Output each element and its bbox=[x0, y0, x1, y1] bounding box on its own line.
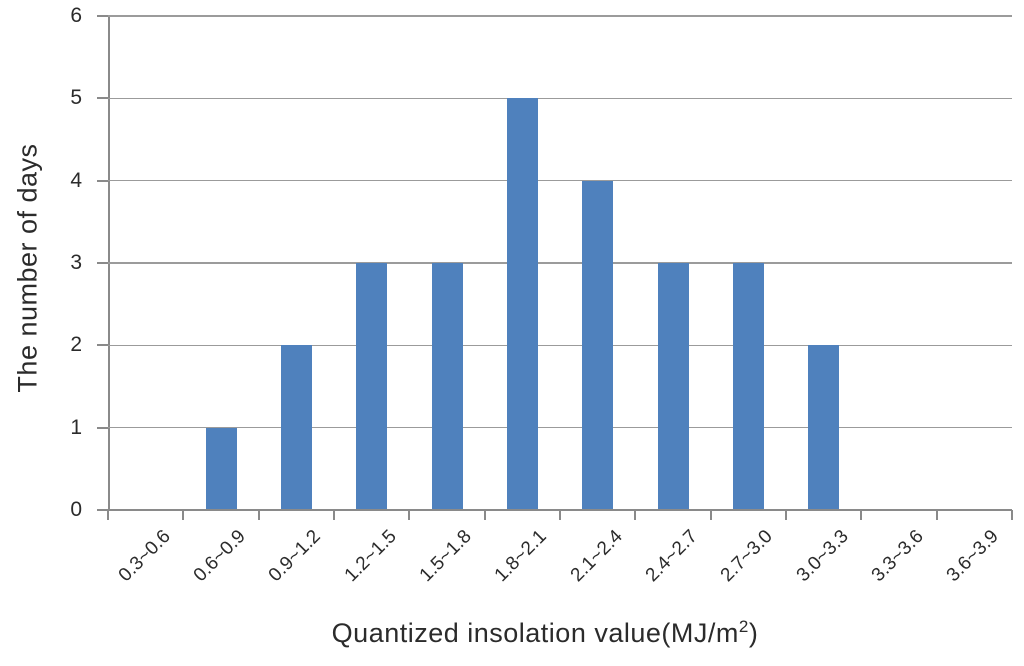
x-axis-tick bbox=[785, 510, 787, 520]
x-axis-tick bbox=[860, 510, 863, 520]
bar bbox=[356, 263, 388, 510]
bar bbox=[732, 263, 764, 510]
x-axis-title-superscript: 2 bbox=[738, 617, 749, 636]
x-axis-tick bbox=[483, 510, 486, 520]
y-axis-tick bbox=[97, 509, 108, 511]
y-tick-label: 2 bbox=[70, 333, 82, 357]
x-tick-label: 1.5~1.8 bbox=[415, 526, 476, 587]
x-axis-tick bbox=[107, 510, 109, 520]
y-tick-label: 0 bbox=[70, 498, 82, 521]
x-axis-title-text: Quantized insolation value(MJ/m bbox=[331, 618, 739, 648]
gridline bbox=[108, 97, 1012, 100]
x-axis-tick bbox=[935, 510, 938, 520]
x-tick-label: 0.3~0.6 bbox=[114, 526, 175, 587]
gridline bbox=[108, 344, 1012, 347]
x-tick-label: 2.4~2.7 bbox=[641, 526, 702, 587]
gridline bbox=[108, 262, 1012, 264]
y-tick-label: 1 bbox=[70, 415, 82, 439]
y-tick-label: 3 bbox=[70, 251, 82, 274]
x-tick-label: 1.8~2.1 bbox=[491, 526, 552, 587]
x-tick-label: 2.7~3.0 bbox=[717, 526, 778, 587]
x-axis-tick bbox=[709, 510, 712, 520]
x-tick-label: 3.6~3.9 bbox=[943, 526, 1004, 587]
bar bbox=[657, 263, 689, 510]
bar bbox=[431, 263, 463, 510]
gridline bbox=[108, 426, 1012, 429]
x-tick-label: 3.0~3.3 bbox=[792, 526, 853, 587]
x-axis-title: Quantized insolation value(MJ/m2) bbox=[66, 618, 1024, 649]
y-axis-tick bbox=[97, 97, 108, 100]
x-tick-label: 3.3~3.6 bbox=[867, 526, 928, 587]
x-axis-tick bbox=[559, 510, 561, 520]
bar bbox=[280, 345, 312, 510]
y-axis-tick bbox=[97, 15, 108, 17]
x-axis-tick bbox=[1011, 510, 1013, 520]
y-axis-tick bbox=[97, 262, 108, 264]
y-axis-tick bbox=[97, 426, 108, 429]
y-tick-label: 4 bbox=[70, 168, 82, 192]
bar bbox=[582, 180, 614, 510]
bar bbox=[205, 427, 237, 510]
x-axis-tick bbox=[257, 510, 260, 520]
plot-area bbox=[108, 15, 1012, 510]
x-tick-label: 1.2~1.5 bbox=[340, 526, 401, 587]
bar bbox=[506, 98, 538, 510]
y-axis-tick bbox=[97, 344, 108, 347]
y-tick-label: 5 bbox=[70, 86, 82, 110]
x-axis-tick bbox=[634, 510, 637, 520]
x-axis-tick bbox=[182, 510, 185, 520]
x-tick-label: 2.1~2.4 bbox=[566, 526, 627, 587]
y-tick-label: 6 bbox=[70, 4, 82, 27]
x-axis-tick bbox=[333, 510, 335, 520]
gridline bbox=[108, 179, 1012, 182]
x-axis-title-paren: ) bbox=[748, 618, 759, 648]
y-axis-tick bbox=[97, 179, 108, 182]
x-axis-tick bbox=[408, 510, 411, 520]
bar bbox=[808, 345, 840, 510]
gridline bbox=[108, 15, 1012, 17]
x-tick-label: 0.6~0.9 bbox=[189, 526, 250, 587]
x-tick-label: 0.9~1.2 bbox=[265, 526, 326, 587]
